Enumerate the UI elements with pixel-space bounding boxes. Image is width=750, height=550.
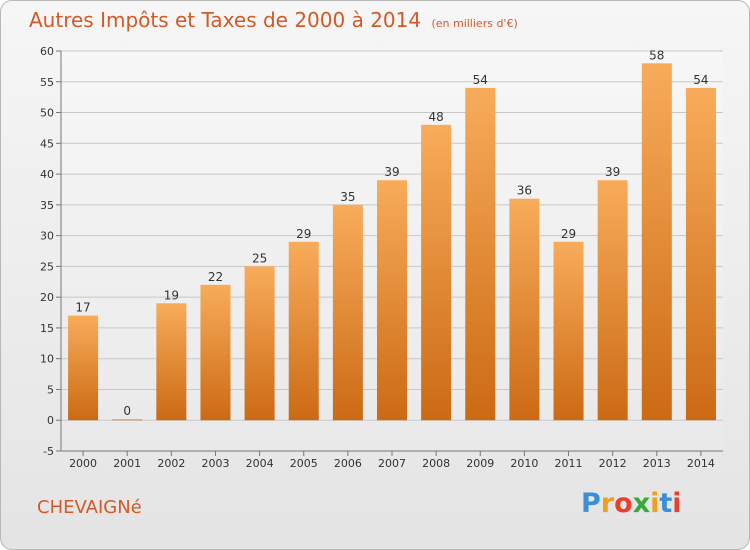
y-tick-label: 40 [40, 168, 54, 181]
x-tick-label-2000: 2000 [69, 457, 97, 470]
y-tick-label: 30 [40, 230, 54, 243]
data-label-2000: 17 [75, 301, 90, 315]
x-tick-label-2007: 2007 [378, 457, 406, 470]
x-axis: 2000 2001 2002 2003 2004 2005 2006 2007 2008 2009… [61, 450, 723, 470]
bar-2011 [553, 241, 584, 421]
y-tick-label: 50 [40, 107, 54, 120]
data-label-2001: 0 [123, 404, 131, 418]
y-axis: -5 0 5 10 15 20 25 30 35 40 45 50 55 60 [40, 45, 62, 458]
bar-2002 [156, 303, 187, 421]
bar-2007 [376, 180, 408, 421]
logo-letter: r [600, 488, 615, 519]
bar-2004 [244, 266, 275, 421]
city-name: CHEVAIGNé [37, 497, 142, 518]
y-tick-label: 5 [47, 383, 54, 396]
data-label-2010: 36 [517, 184, 532, 198]
bar-2009 [465, 87, 496, 421]
y-tick-label: 35 [40, 199, 54, 212]
logo-letter: i [650, 488, 660, 519]
logo-letter: i [672, 488, 682, 519]
logo-letter: x [632, 488, 651, 519]
data-label-2008: 48 [428, 110, 443, 124]
y-tick-label: 20 [40, 291, 54, 304]
chart-subtitle: (en milliers d'€) [431, 17, 518, 30]
bar-2003 [200, 284, 231, 421]
x-tick-label-2010: 2010 [510, 457, 538, 470]
bar-2006 [332, 204, 363, 421]
logo-letter: P [581, 488, 601, 519]
y-tick-label: 15 [40, 322, 54, 335]
bar-2005 [288, 241, 319, 421]
logo-letter: t [659, 488, 673, 519]
x-tick-label-2008: 2008 [422, 457, 450, 470]
x-tick-label-2001: 2001 [113, 457, 141, 470]
data-label-2009: 54 [473, 73, 488, 87]
bar-2013 [641, 63, 672, 421]
bar-2001 [112, 419, 143, 421]
bar-2014 [685, 87, 716, 421]
chart-title-text: Autres Impôts et Taxes de 2000 à 2014 [29, 8, 422, 32]
x-tick-label-2013: 2013 [643, 457, 671, 470]
x-tick-label-2009: 2009 [466, 457, 494, 470]
x-tick-label-2005: 2005 [290, 457, 318, 470]
data-label-2013: 58 [649, 48, 664, 62]
bar-series [68, 63, 716, 421]
x-tick-label-2002: 2002 [157, 457, 185, 470]
data-label-2007: 39 [384, 165, 399, 179]
bar-2000 [68, 315, 99, 421]
y-tick-label: -5 [43, 445, 54, 458]
x-tick-label-2011: 2011 [555, 457, 583, 470]
chart-title: Autres Impôts et Taxes de 2000 à 2014 (e… [29, 8, 518, 32]
x-tick-label-2006: 2006 [334, 457, 362, 470]
data-label-2003: 22 [208, 270, 223, 284]
data-label-2014: 54 [693, 73, 708, 87]
data-labels: 17 0 19 22 25 29 35 39 48 54 36 29 39 58 54 [75, 48, 708, 418]
y-tick-label: 60 [40, 45, 54, 58]
y-tick-label: 45 [40, 137, 54, 150]
data-label-2006: 35 [340, 190, 355, 204]
y-tick-label: 55 [40, 76, 54, 89]
x-tick-label-2014: 2014 [687, 457, 715, 470]
data-label-2012: 39 [605, 165, 620, 179]
bar-2008 [421, 124, 452, 421]
x-tick-label-2003: 2003 [201, 457, 229, 470]
data-label-2011: 29 [561, 227, 576, 241]
data-label-2002: 19 [164, 288, 179, 302]
logo-letter: o [614, 488, 633, 519]
x-tick-label-2004: 2004 [246, 457, 274, 470]
proxiti-logo: Proxiti [581, 488, 682, 519]
x-tick-label-2012: 2012 [599, 457, 627, 470]
y-tick-label: 0 [47, 414, 54, 427]
bar-2012 [597, 180, 628, 421]
bar-2010 [509, 198, 540, 421]
y-tick-label: 10 [40, 353, 54, 366]
data-label-2005: 29 [296, 227, 311, 241]
y-tick-label: 25 [40, 260, 54, 273]
data-label-2004: 25 [252, 251, 267, 265]
